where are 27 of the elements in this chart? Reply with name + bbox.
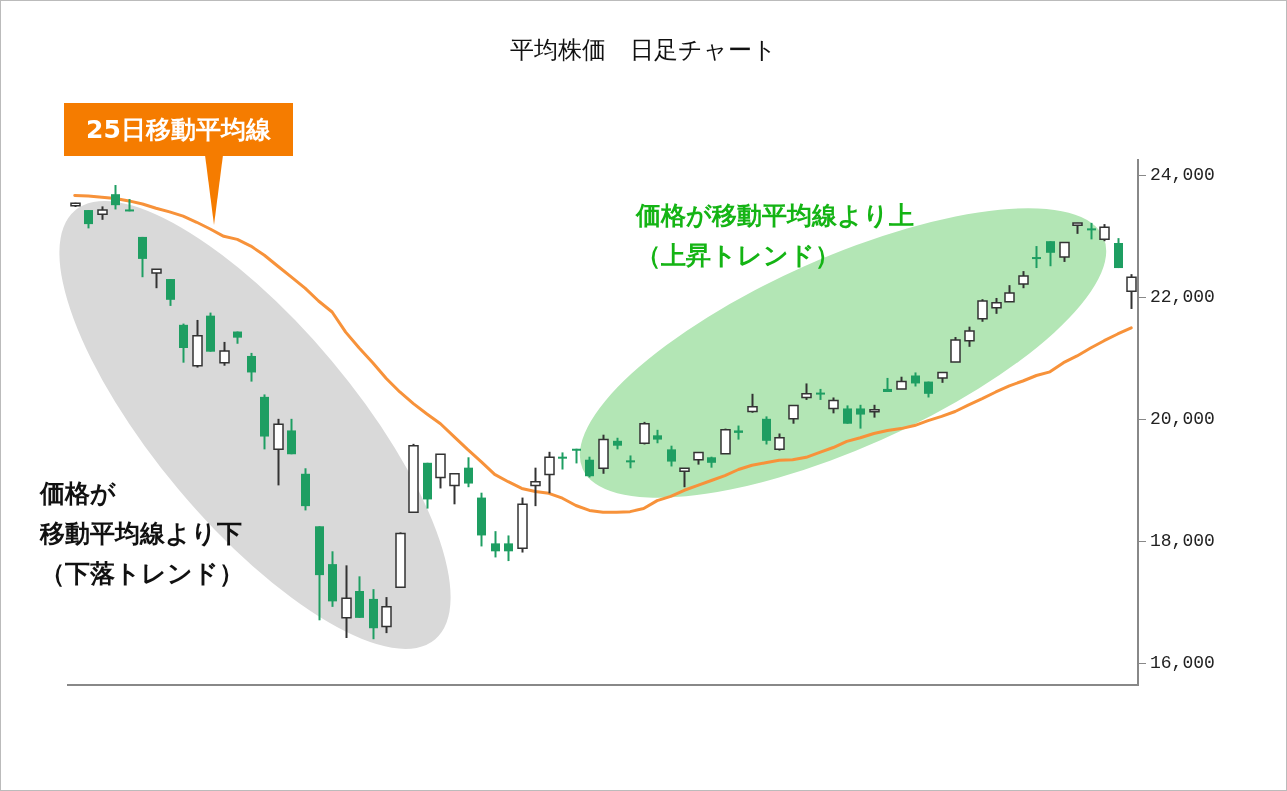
candlestick xyxy=(843,404,852,425)
candlestick xyxy=(491,530,500,559)
candlestick xyxy=(247,351,256,383)
candlestick xyxy=(138,235,147,279)
candlestick xyxy=(558,451,567,471)
annotation: 価格が移動平均線より下（下落トレンド） xyxy=(40,478,244,590)
candlestick xyxy=(111,184,120,211)
candlestick xyxy=(1032,245,1041,270)
y-tick-label: 18,000 xyxy=(1150,531,1215,552)
text: 25日移動平均線 xyxy=(64,103,293,156)
chart-title: 平均株価 日足チャート xyxy=(509,35,778,66)
candlestick xyxy=(464,456,473,489)
candlestick xyxy=(585,455,594,479)
y-tick-label: 20,000 xyxy=(1150,409,1215,430)
candlestick xyxy=(856,403,865,430)
candlestick xyxy=(84,209,93,230)
candlestick xyxy=(166,278,175,307)
candlestick xyxy=(762,415,771,446)
y-tick-label: 22,000 xyxy=(1150,287,1215,308)
candlestick xyxy=(667,444,676,468)
candlestick xyxy=(504,534,513,563)
y-tick-label: 16,000 xyxy=(1150,653,1215,674)
candlestick xyxy=(1046,240,1055,268)
y-tick-label: 24,000 xyxy=(1150,165,1215,186)
candlestick xyxy=(179,322,188,364)
annotation: 価格が移動平均線より上（上昇トレンド） xyxy=(636,200,914,272)
candlestick xyxy=(287,417,296,456)
